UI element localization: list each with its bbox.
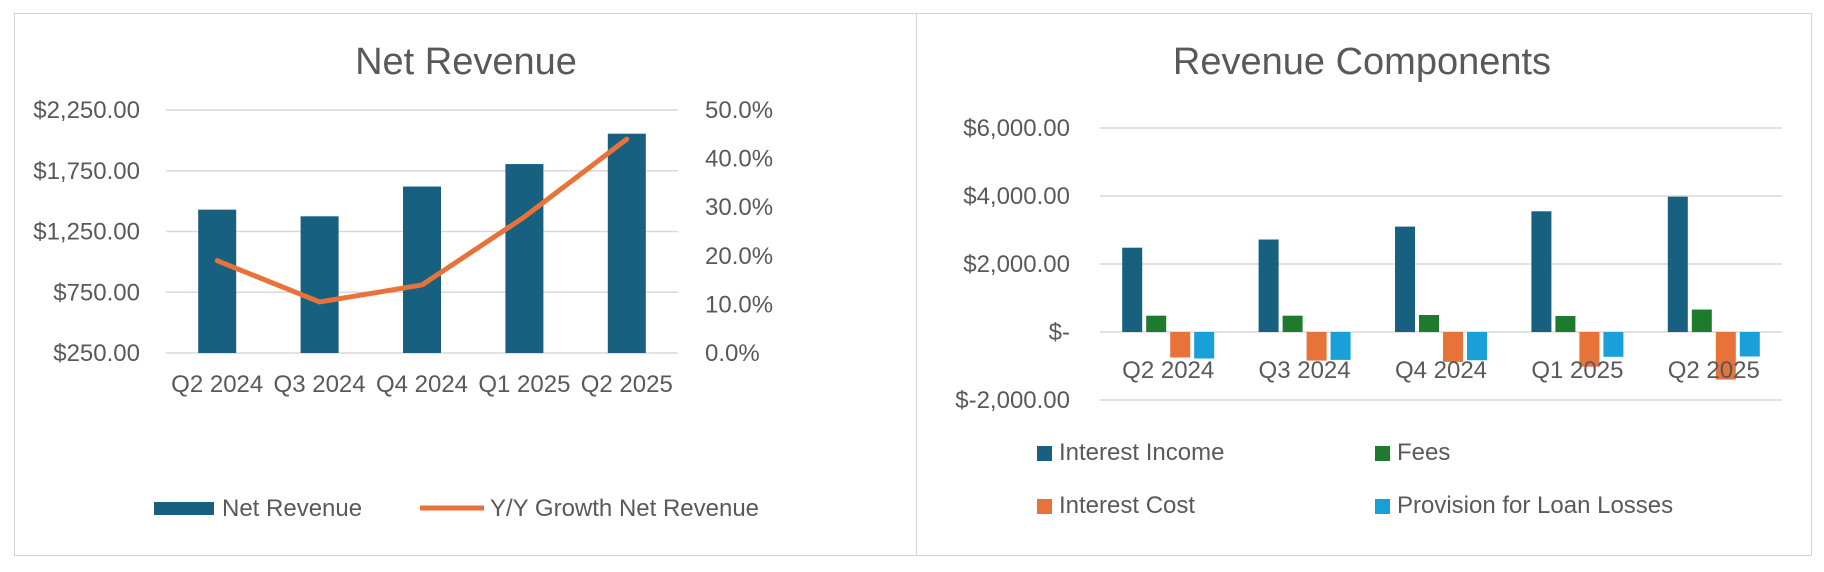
- y2-tick-label: 40.0%: [705, 146, 773, 173]
- y-tick-label: $-2,000.00: [955, 387, 1070, 414]
- interest-income-bar: [1531, 211, 1552, 332]
- interest-cost-bar: [1443, 332, 1463, 362]
- x-tick-label: Q3 2024: [274, 371, 366, 398]
- provision-for-loan-losses-bar: [1467, 332, 1487, 361]
- interest-cost-bar: [1170, 332, 1191, 358]
- net-revenue-bar: [607, 133, 646, 353]
- legend-swatch: [1037, 446, 1052, 461]
- legend-swatch: [1037, 499, 1052, 514]
- y-tick-label: $2,000.00: [963, 251, 1070, 278]
- net-revenue-bar: [198, 209, 237, 353]
- y2-tick-label: 30.0%: [705, 194, 773, 221]
- chart-title: Net Revenue: [355, 41, 577, 83]
- x-tick-label: Q2 2024: [171, 371, 263, 398]
- x-tick-label: Q2 2025: [1668, 357, 1760, 384]
- legend-label: Net Revenue: [222, 495, 362, 522]
- y-tick-label: $4,000.00: [963, 183, 1070, 210]
- x-tick-label: Q2 2025: [581, 371, 673, 398]
- legend-swatch-net-revenue: [154, 502, 214, 515]
- x-tick-label: Q2 2024: [1122, 357, 1214, 384]
- x-tick-label: Q3 2024: [1259, 357, 1351, 384]
- legend-swatch: [1375, 499, 1390, 514]
- legend-label: Y/Y Growth Net Revenue: [490, 495, 759, 522]
- fees-bar: [1555, 316, 1576, 332]
- net-revenue-bar: [403, 186, 441, 353]
- legend-swatch: [1375, 446, 1390, 461]
- y-tick-label: $-: [1049, 319, 1070, 346]
- provision-for-loan-losses-bar: [1739, 332, 1760, 357]
- interest-income-bar: [1395, 226, 1415, 332]
- revenue-components-chart-panel: [916, 13, 1812, 556]
- y-tick-label: $750.00: [53, 279, 140, 306]
- y2-tick-label: 50.0%: [705, 97, 773, 124]
- y-tick-label: $2,250.00: [33, 97, 140, 124]
- x-tick-label: Q1 2025: [1531, 357, 1623, 384]
- interest-income-bar: [1258, 239, 1279, 332]
- legend-label: Interest Income: [1059, 439, 1224, 466]
- y2-tick-label: 0.0%: [705, 340, 760, 367]
- provision-for-loan-losses-bar: [1194, 332, 1215, 359]
- x-tick-label: Q1 2025: [478, 371, 570, 398]
- net-revenue-chart-panel: [14, 13, 918, 556]
- provision-for-loan-losses-bar: [1330, 332, 1351, 360]
- y-tick-label: $1,750.00: [33, 158, 140, 185]
- interest-income-bar: [1122, 247, 1143, 332]
- y2-tick-label: 10.0%: [705, 291, 773, 318]
- net-revenue-bar: [505, 164, 544, 353]
- provision-for-loan-losses-bar: [1603, 332, 1624, 357]
- y-tick-label: $1,250.00: [33, 219, 140, 246]
- legend-label: Provision for Loan Losses: [1397, 492, 1673, 519]
- x-tick-label: Q4 2024: [1395, 357, 1487, 384]
- fees-bar: [1282, 315, 1303, 332]
- fees-bar: [1691, 309, 1712, 332]
- y2-tick-label: 20.0%: [705, 243, 773, 270]
- fees-bar: [1146, 315, 1167, 332]
- interest-income-bar: [1667, 196, 1688, 332]
- interest-cost-bar: [1306, 332, 1327, 361]
- interest-cost-bar: [1715, 332, 1736, 380]
- y-tick-label: $250.00: [53, 340, 140, 367]
- y-tick-label: $6,000.00: [963, 115, 1070, 142]
- fees-bar: [1419, 315, 1439, 332]
- net-revenue-bar: [300, 216, 339, 353]
- x-tick-label: Q4 2024: [376, 371, 468, 398]
- interest-cost-bar: [1579, 332, 1600, 367]
- legend-label: Fees: [1397, 439, 1450, 466]
- chart-title: Revenue Components: [1173, 41, 1551, 83]
- legend-label: Interest Cost: [1059, 492, 1195, 519]
